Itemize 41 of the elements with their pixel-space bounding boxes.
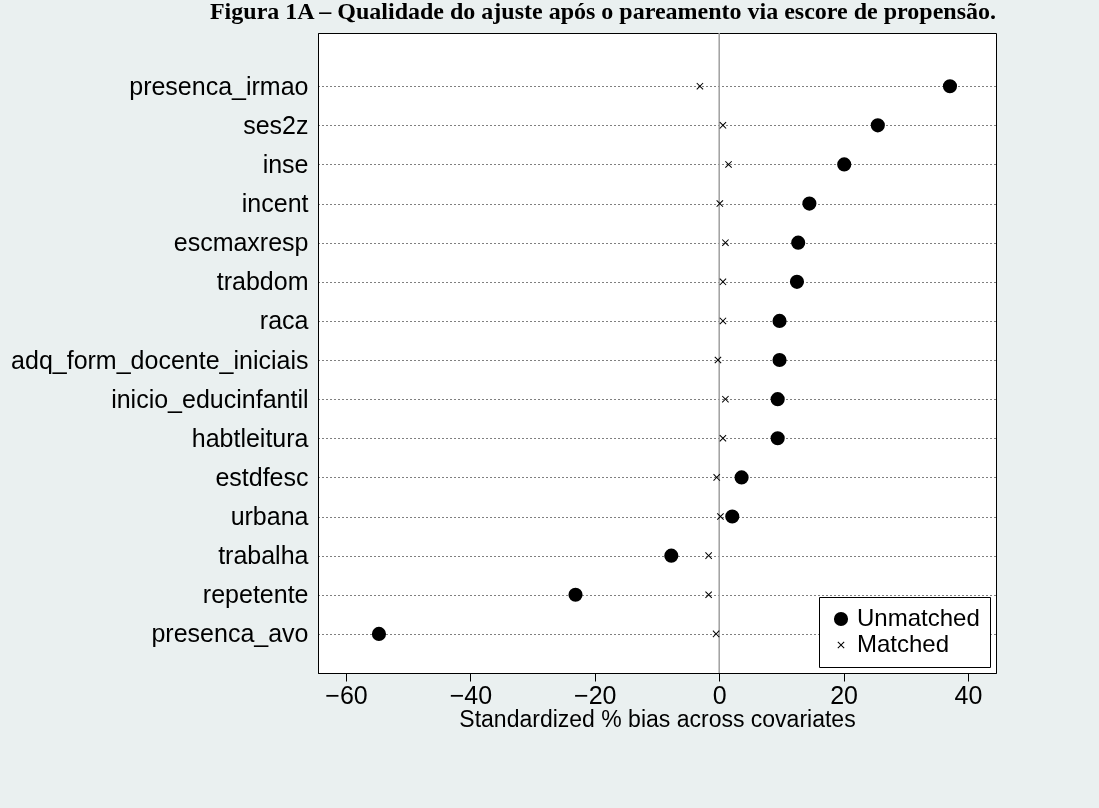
y-tick-label: ses2z	[243, 110, 309, 139]
x-tick-label: 40	[954, 680, 983, 709]
y-tick-label: adq_form_docente_iniciais	[11, 345, 309, 374]
point	[942, 79, 958, 94]
point	[870, 118, 885, 133]
chart-title: Figura 1A – Qualidade do ajuste após o pareamento via escore de propensão.	[209, 0, 996, 25]
point	[772, 352, 787, 368]
point	[705, 591, 713, 599]
y-tick-label: inse	[262, 149, 309, 178]
y-tick-label: raca	[259, 306, 309, 335]
y-tick-label: incent	[241, 189, 309, 218]
y-tick-label: presenca_irmao	[129, 71, 309, 100]
point	[789, 274, 805, 289]
y-tick-label: urbana	[230, 502, 309, 531]
point	[772, 313, 787, 328]
point	[716, 200, 724, 208]
y-tick-label: trabdom	[216, 267, 309, 296]
point	[791, 235, 806, 250]
point	[719, 434, 727, 442]
point	[802, 196, 817, 211]
x-tick-label: −60	[325, 680, 368, 709]
y-tick-label: presenca_avo	[151, 619, 309, 648]
y-tick-label: inicio_educinfantil	[111, 384, 309, 413]
point	[721, 395, 729, 403]
point	[371, 626, 387, 641]
point	[719, 121, 727, 129]
legend-label: Unmatched	[857, 604, 980, 631]
y-tick-label: escmaxresp	[173, 228, 309, 257]
point	[664, 548, 679, 563]
y-tick-label: habtleitura	[191, 423, 309, 452]
legend-label: Matched	[857, 630, 950, 657]
point	[837, 157, 852, 172]
y-tick-label: estdfesc	[215, 462, 309, 491]
point	[770, 431, 785, 446]
point	[770, 392, 785, 407]
point	[568, 587, 583, 602]
point	[725, 509, 740, 524]
point	[713, 473, 721, 481]
point	[734, 470, 749, 485]
y-tick-label: repetente	[202, 580, 309, 609]
y-tick-label: trabalha	[218, 541, 309, 570]
